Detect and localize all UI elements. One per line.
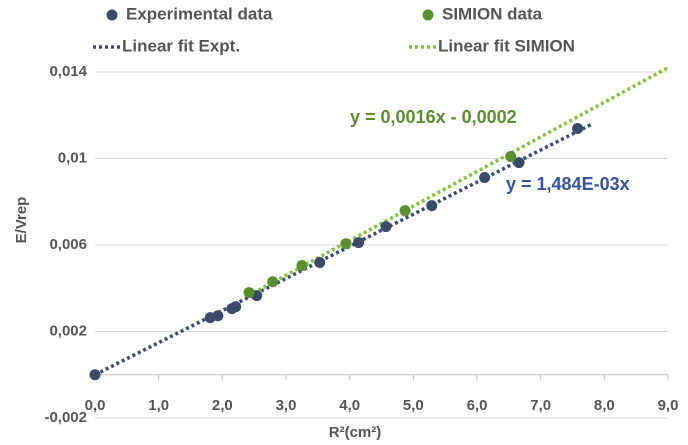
x-tick-label: 9,0	[658, 397, 679, 414]
data-point	[505, 151, 517, 163]
y-axis-label: E/Vrep	[13, 197, 30, 244]
data-point	[572, 122, 584, 134]
x-tick-label: 8,0	[594, 397, 615, 414]
x-tick-label: 7,0	[530, 397, 551, 414]
x-axis-label: R²(cm²)	[329, 424, 382, 441]
data-point	[399, 205, 411, 217]
data-point	[513, 157, 525, 169]
legend-label: Linear fit SIMION	[438, 36, 575, 55]
legend-label: Experimental data	[126, 4, 273, 23]
x-tick-label: 1,0	[148, 397, 169, 414]
annotation: y = 1,484E-03x	[506, 174, 630, 194]
x-tick-label: 4,0	[339, 397, 360, 414]
x-tick-label: 5,0	[403, 397, 424, 414]
data-point	[296, 260, 308, 272]
legend-label: SIMION data	[442, 4, 543, 23]
data-point	[230, 301, 242, 313]
y-tick-label: -0,002	[44, 409, 87, 426]
y-tick-label: 0,002	[49, 322, 87, 339]
x-tick-label: 2,0	[212, 397, 233, 414]
y-tick-label: 0,006	[49, 236, 87, 253]
data-point	[340, 238, 352, 250]
data-point	[353, 237, 365, 249]
data-point	[212, 310, 224, 322]
x-tick-label: 6,0	[467, 397, 488, 414]
annotation: y = 0,0016x - 0,0002	[350, 107, 517, 127]
data-point	[314, 257, 326, 269]
data-point	[89, 369, 101, 381]
data-point	[243, 287, 255, 299]
legend-label: Linear fit Expt.	[122, 36, 240, 55]
legend-marker	[106, 9, 118, 21]
data-point	[426, 200, 438, 212]
x-tick-label: 3,0	[276, 397, 297, 414]
data-point	[267, 276, 279, 288]
fit-line	[94, 122, 593, 377]
legend-marker	[422, 9, 434, 21]
x-tick-label: 0,0	[85, 397, 106, 414]
data-point	[479, 172, 491, 184]
data-point	[380, 221, 392, 233]
y-tick-label: 0,014	[49, 63, 87, 80]
y-tick-label: 0,01	[58, 149, 87, 166]
